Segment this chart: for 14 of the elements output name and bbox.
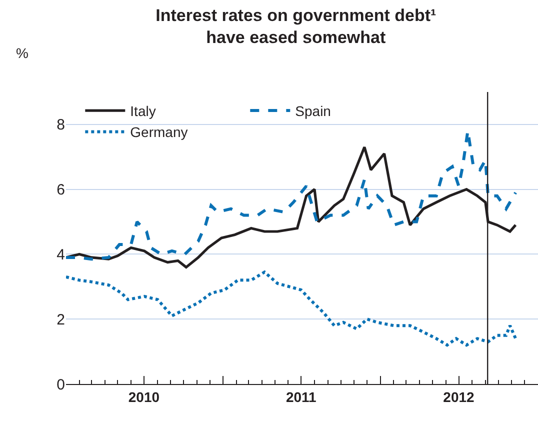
legend-label: Italy	[130, 102, 156, 119]
y-tick-label: 6	[56, 182, 65, 199]
y-axis-title: %	[16, 45, 28, 61]
line-series	[66, 270, 518, 347]
x-tick-label: 2011	[286, 388, 317, 405]
legend-label: Spain	[295, 102, 331, 119]
chart-title: Interest rates on government debt¹ have eased somewhat	[156, 6, 437, 48]
y-tick-label: 2	[56, 311, 65, 328]
y-tick-label: 8	[56, 116, 65, 134]
x-tick-label: 2010	[128, 388, 160, 405]
x-tick-label: 2012	[443, 388, 475, 405]
legend-label: Germany	[130, 124, 188, 140]
y-tick-label: 0	[56, 376, 65, 394]
y-tick-label: 4	[56, 246, 65, 264]
